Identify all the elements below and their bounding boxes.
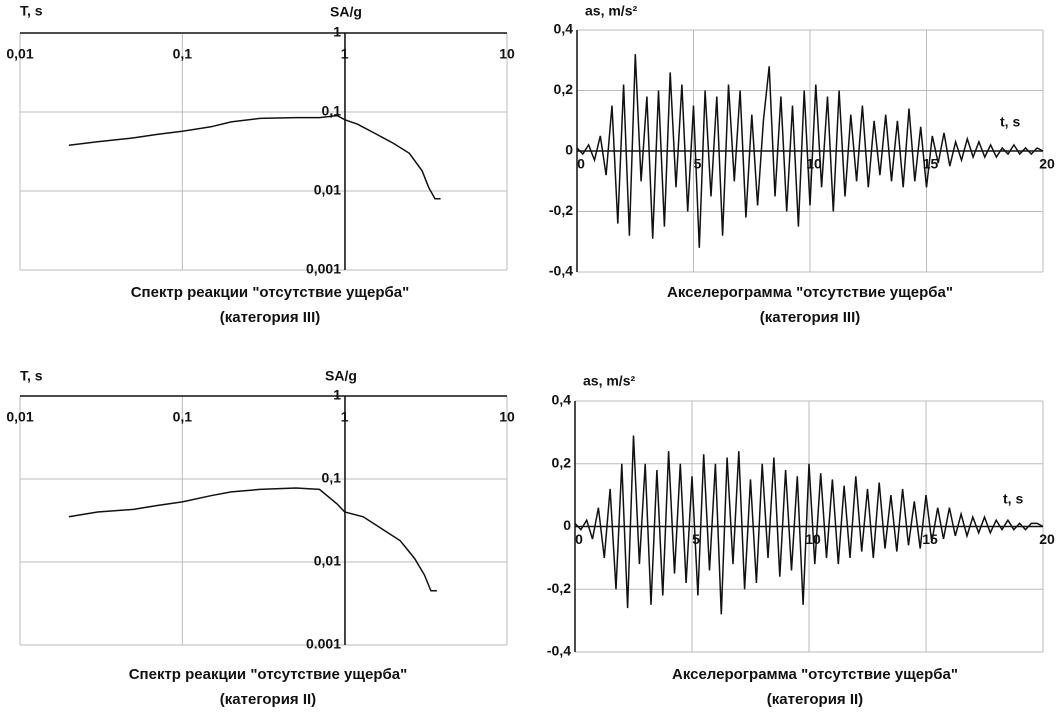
x-tick-label: 0,01 <box>6 46 33 62</box>
y-tick-label: 0,1 <box>322 470 342 486</box>
y-tick-label: 0,01 <box>314 182 341 198</box>
y-tick-label: 0 <box>565 142 573 158</box>
x-tick-label: 20 <box>1039 156 1055 172</box>
y-tick-label: -0,4 <box>549 263 573 279</box>
x-tick-label: 0,01 <box>6 409 33 425</box>
data-line <box>68 114 441 200</box>
x-tick-label: 5 <box>692 531 700 547</box>
chart-subtitle: (категория III) <box>220 309 321 326</box>
chart-subtitle: (категория II) <box>220 691 316 708</box>
x-tick-label: 10 <box>499 46 515 62</box>
y-tick-label: -0,2 <box>547 580 571 596</box>
y-tick-label: 0,01 <box>314 553 341 569</box>
y-tick-label: -0,4 <box>547 643 571 659</box>
y-axis-label: SA/g <box>325 368 357 384</box>
data-line <box>68 487 437 592</box>
y-axis-label: as, m/s² <box>583 373 635 389</box>
x-axis-label: t, s <box>1000 114 1020 130</box>
chart-subtitle: (категория III) <box>760 309 861 326</box>
y-tick-label: 0,001 <box>306 261 341 277</box>
y-axis-label: as, m/s² <box>585 3 637 19</box>
y-tick-label: 0,4 <box>552 392 572 408</box>
x-tick-label: 0 <box>577 156 585 172</box>
y-tick-label: 1 <box>333 387 341 403</box>
y-tick-label: 0 <box>563 517 571 533</box>
x-tick-label: 15 <box>922 531 938 547</box>
data-line <box>574 435 1044 615</box>
chart-title: Спектр реакции "отсутствие ущерба" <box>129 666 408 683</box>
x-tick-label: 0,1 <box>173 409 193 425</box>
x-tick-label: 5 <box>694 156 702 172</box>
y-tick-label: 0,4 <box>554 21 574 37</box>
y-tick-label: 1 <box>333 24 341 40</box>
x-axis-label: T, s <box>20 368 43 384</box>
x-tick-label: 10 <box>499 409 515 425</box>
data-line <box>576 54 1044 248</box>
y-tick-label: 0,2 <box>554 81 574 97</box>
y-tick-label: 0,1 <box>322 103 342 119</box>
chart-title: Акселерограмма "отсутствие ущерба" <box>672 666 958 683</box>
x-tick-label: 20 <box>1039 531 1055 547</box>
x-tick-label: 10 <box>806 156 822 172</box>
x-tick-label: 0,1 <box>173 46 193 62</box>
x-axis-label: T, s <box>20 3 43 19</box>
y-tick-label: 0.001 <box>306 636 341 652</box>
chart-subtitle: (категория II) <box>767 691 863 708</box>
chart-title: Спектр реакции "отсутствие ущерба" <box>131 284 410 301</box>
x-tick-label: 0 <box>575 531 583 547</box>
x-tick-label: 15 <box>923 156 939 172</box>
y-tick-label: -0,2 <box>549 202 573 218</box>
x-axis-label: t, s <box>1003 491 1023 507</box>
chart-title: Акселерограмма "отсутствие ущерба" <box>667 284 953 301</box>
y-tick-label: 0,2 <box>552 454 572 470</box>
y-axis-label: SA/g <box>330 4 362 20</box>
